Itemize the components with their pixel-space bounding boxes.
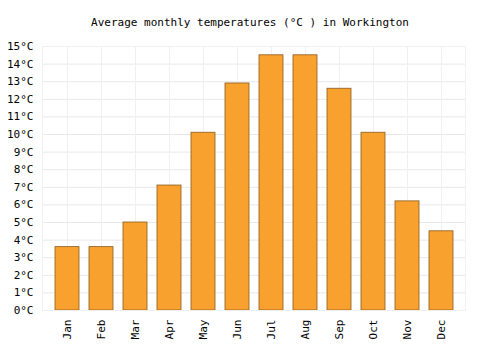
html-text:Average monthly temperatures (: Average monthly temperatures (°C ) in Wo… — [91, 16, 409, 29]
svg-text:4°C: 4°C — [14, 234, 34, 247]
svg-text:2°C: 2°C — [14, 269, 34, 282]
svg-text:5°C: 5°C — [14, 216, 34, 229]
svg-text:10°C: 10°C — [7, 128, 34, 141]
svg-text:8°C: 8°C — [14, 163, 34, 176]
svg-text:14°C: 14°C — [7, 58, 34, 71]
svg-text:Aug: Aug — [299, 320, 312, 340]
svg-text:1°C: 1°C — [14, 286, 34, 299]
svg-text:Mar: Mar — [129, 319, 142, 339]
svg-text:Dec: Dec — [435, 320, 448, 340]
svg-text:11°C: 11°C — [7, 110, 34, 123]
svg-text:6°C: 6°C — [14, 198, 34, 211]
svg-text:Feb: Feb — [95, 320, 108, 340]
svg-text:3°C: 3°C — [14, 251, 34, 264]
svg-text:7°C: 7°C — [14, 181, 34, 194]
svg-text:12°C: 12°C — [7, 93, 34, 106]
svg-text:May: May — [197, 319, 210, 339]
svg-text:9°C: 9°C — [14, 146, 34, 159]
svg-text:0°C: 0°C — [14, 304, 34, 317]
svg-text:Oct: Oct — [367, 320, 380, 340]
svg-text:Jun: Jun — [231, 320, 244, 340]
svg-text:13°C: 13°C — [7, 75, 34, 88]
svg-text:15°C: 15°C — [7, 40, 34, 53]
svg-text:Jan: Jan — [61, 320, 74, 340]
svg-text:Sep: Sep — [333, 320, 346, 340]
svg-text:Jul: Jul — [265, 320, 278, 340]
svg-text:Nov: Nov — [401, 319, 414, 339]
svg-text:Apr: Apr — [163, 319, 176, 339]
